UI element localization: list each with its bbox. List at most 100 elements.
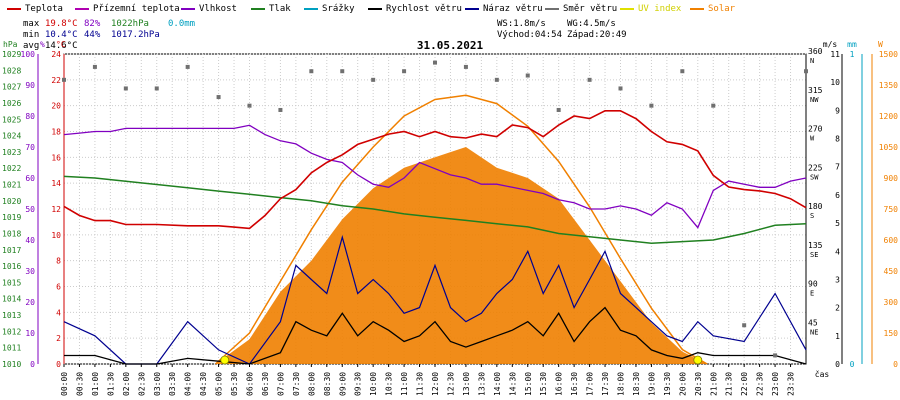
legend-swatch <box>620 7 634 10</box>
tick-label-ms: 4 <box>835 247 840 256</box>
tick-label-time: 22:00 <box>740 372 749 396</box>
legend-swatch <box>75 7 89 10</box>
axis-label-pct: % <box>40 40 45 49</box>
tick-label-hpa: 1024 <box>2 132 21 141</box>
wind-direction-point <box>494 77 499 82</box>
stat-avg-label: avg <box>23 41 40 51</box>
legend-swatch <box>368 7 382 10</box>
tick-label-time: 23:30 <box>787 372 796 396</box>
uv-marker <box>220 355 230 365</box>
tick-label-time: 12:30 <box>446 372 455 396</box>
wind-direction-point <box>371 77 376 82</box>
tick-label-time: 02:00 <box>122 372 131 396</box>
tick-label-time: 04:30 <box>199 372 208 396</box>
legend-label: Solar <box>708 4 736 14</box>
tick-label-time: 19:00 <box>647 372 656 396</box>
tick-label-pct: 30 <box>25 267 35 276</box>
wind-direction-point <box>556 107 561 112</box>
tick-label-time: 09:30 <box>354 372 363 396</box>
tick-label-pct: 80 <box>25 112 35 121</box>
tick-label-time: 17:30 <box>601 372 610 396</box>
tick-label-time: 13:30 <box>477 372 486 396</box>
chart-title: 31.05.2021 <box>417 39 484 52</box>
tick-label-time: 21:00 <box>709 372 718 396</box>
tick-label-time: 15:00 <box>524 372 533 396</box>
tick-label-time: 01:00 <box>91 372 100 396</box>
wind-direction-point <box>402 69 407 74</box>
tick-label-time: 11:30 <box>416 372 425 396</box>
tick-label-time: 20:30 <box>694 372 703 396</box>
tick-label-hpa: 1025 <box>2 115 21 124</box>
legend-label: Přízemní teplota <box>93 4 180 14</box>
tick-label-ms: 5 <box>835 219 840 228</box>
series-solar-clearsky-line <box>214 94 708 365</box>
tick-label-degc: 20 <box>51 102 61 111</box>
tick-label-degc: 12 <box>51 205 61 214</box>
legend-label: Rychlost větru <box>386 4 462 14</box>
legend-item: Přízemní teplota <box>75 2 180 16</box>
tick-label-dir-name: SE <box>810 251 818 259</box>
tick-label-time: 10:00 <box>369 372 378 396</box>
series-humidity-line <box>63 124 807 229</box>
tick-label-hpa: 1013 <box>2 311 21 320</box>
legend-item: Směr větru <box>545 2 617 16</box>
tick-label-pct: 100 <box>21 50 36 59</box>
legend-swatch <box>181 7 195 10</box>
legend-swatch <box>690 7 704 10</box>
series-gust-line <box>63 234 807 365</box>
tick-label-time: 08:00 <box>307 372 316 396</box>
legend-label: Vlhkost <box>199 4 237 14</box>
tick-label-time: 06:00 <box>246 372 255 396</box>
tick-label-hpa: 1019 <box>2 213 21 222</box>
tick-label-dir: 180 <box>808 202 823 211</box>
tick-label-hpa: 1021 <box>2 181 21 190</box>
tick-label-time: 15:30 <box>539 372 548 396</box>
wind-direction-point <box>773 353 778 358</box>
legend-swatch <box>251 7 265 10</box>
tick-label-hpa: 1016 <box>2 262 21 271</box>
tick-label-time: 23:00 <box>771 372 780 396</box>
stat-max-label: max <box>23 19 40 29</box>
tick-label-ms: 7 <box>835 163 840 172</box>
tick-label-hpa: 1011 <box>2 344 21 353</box>
tick-label-dir: 225 <box>808 163 823 172</box>
tick-label-solar: 0 <box>893 360 898 369</box>
tick-label-pct: 50 <box>25 205 35 214</box>
tick-label-degc: 0 <box>56 360 61 369</box>
tick-label-dir-name: W <box>810 135 815 143</box>
tick-label-time: 17:00 <box>586 372 595 396</box>
wind-direction-point <box>154 86 159 91</box>
tick-label-hpa: 1028 <box>2 66 21 75</box>
tick-label-solar: 1500 <box>879 50 898 59</box>
tick-label-ms: 6 <box>835 191 840 200</box>
stat-wg: WG:4.5m/s <box>567 19 616 29</box>
tick-label-time: 06:30 <box>261 372 270 396</box>
wind-direction-point <box>649 103 654 108</box>
tick-label-dir-name: NW <box>810 96 819 104</box>
wind-direction-point <box>247 103 252 108</box>
tick-label-dir: 45 <box>808 318 818 327</box>
legend-swatch <box>7 7 21 10</box>
axis-label-hpa: hPa <box>3 40 18 49</box>
tick-label-solar: 1350 <box>879 81 898 90</box>
tick-label-time: 07:00 <box>276 372 285 396</box>
tick-label-pct: 40 <box>25 236 35 245</box>
tick-label-dir-name: NE <box>810 328 818 336</box>
tick-label-time: 03:30 <box>168 372 177 396</box>
tick-label-dir-name: E <box>810 290 814 298</box>
tick-label-degc: 18 <box>51 128 61 137</box>
wind-direction-point <box>92 64 97 69</box>
tick-label-hpa: 1012 <box>2 327 21 336</box>
wind-direction-point <box>711 103 716 108</box>
tick-label-time: 08:30 <box>323 372 332 396</box>
tick-label-time: 16:00 <box>555 372 564 396</box>
tick-label-solar: 450 <box>884 267 899 276</box>
tick-label-solar: 600 <box>884 236 899 245</box>
tick-label-solar: 1200 <box>879 112 898 121</box>
legend-label: Náraz větru <box>483 4 543 14</box>
series-wind-speed-line <box>64 306 807 365</box>
tick-label-mm: 1 <box>850 50 855 59</box>
tick-label-mm: 0 <box>850 360 855 369</box>
tick-label-ms: 1 <box>835 332 840 341</box>
